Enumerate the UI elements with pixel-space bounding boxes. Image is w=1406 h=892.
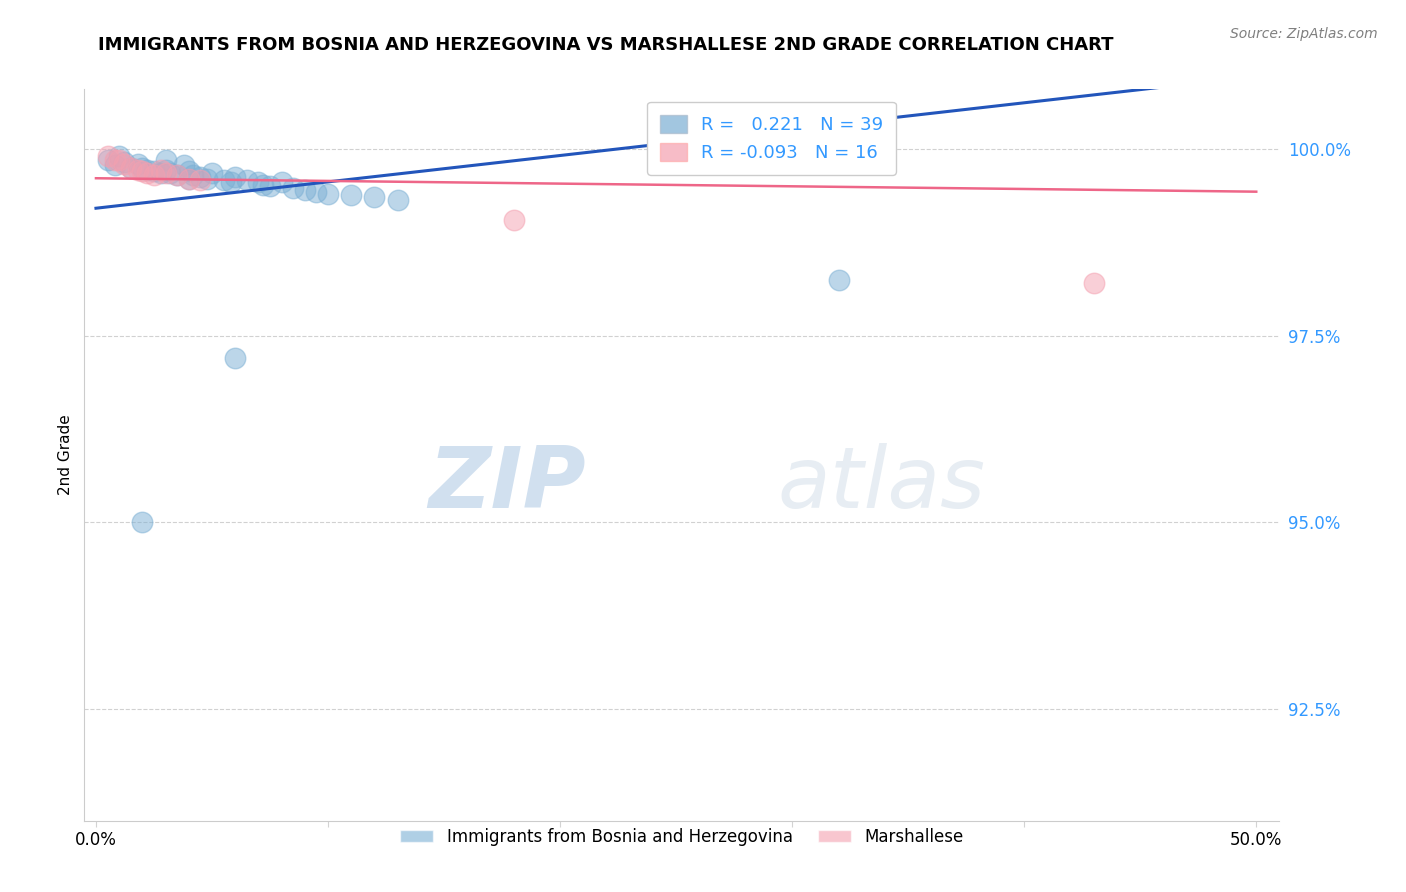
Text: Source: ZipAtlas.com: Source: ZipAtlas.com [1230, 27, 1378, 41]
Point [190, 170, 212, 185]
Text: IMMIGRANTS FROM BOSNIA AND HERZEGOVINA VS MARSHALLESE 2ND GRADE CORRELATION CHAR: IMMIGRANTS FROM BOSNIA AND HERZEGOVINA V… [98, 36, 1114, 54]
Point [112, 157, 135, 171]
Point [183, 168, 205, 182]
Point [270, 176, 292, 190]
Point [108, 153, 131, 167]
Point [212, 173, 235, 187]
Point [247, 176, 270, 190]
Point [177, 171, 200, 186]
Point [1083, 277, 1105, 291]
Point [236, 173, 259, 187]
Point [155, 153, 177, 167]
Point [283, 180, 305, 194]
Point [159, 166, 181, 180]
Point [112, 155, 135, 169]
Point [166, 168, 188, 182]
Point [195, 171, 218, 186]
Point [190, 173, 212, 187]
Point [143, 164, 166, 178]
Point [252, 178, 274, 192]
Point [97, 153, 120, 167]
Point [294, 183, 316, 197]
Legend: Immigrants from Bosnia and Herzegovina, Marshallese: Immigrants from Bosnia and Herzegovina, … [394, 822, 970, 853]
Point [131, 515, 153, 529]
Point [316, 186, 339, 201]
Point [827, 272, 849, 286]
Point [177, 164, 200, 178]
Text: atlas: atlas [778, 442, 986, 525]
Point [201, 166, 224, 180]
Point [224, 351, 246, 365]
Point [136, 166, 159, 180]
Point [120, 161, 142, 175]
Point [155, 162, 177, 177]
Point [131, 161, 153, 175]
Point [127, 162, 149, 177]
Point [143, 168, 166, 182]
Point [149, 166, 172, 180]
Point [259, 179, 281, 194]
Y-axis label: 2nd Grade: 2nd Grade [58, 415, 73, 495]
Point [155, 166, 177, 180]
Point [387, 193, 409, 207]
Point [127, 157, 149, 171]
Point [149, 162, 172, 177]
Point [97, 149, 120, 163]
Point [103, 153, 125, 167]
Point [219, 176, 242, 190]
Point [363, 190, 385, 204]
Point [224, 170, 246, 185]
Point [173, 158, 195, 172]
Point [166, 168, 188, 182]
Point [340, 188, 363, 202]
Point [103, 158, 125, 172]
Point [131, 164, 153, 178]
Point [120, 161, 142, 175]
Point [502, 212, 524, 227]
Point [305, 185, 328, 199]
Point [136, 162, 159, 177]
Point [108, 149, 131, 163]
Text: ZIP: ZIP [429, 442, 586, 525]
Point [177, 171, 200, 186]
